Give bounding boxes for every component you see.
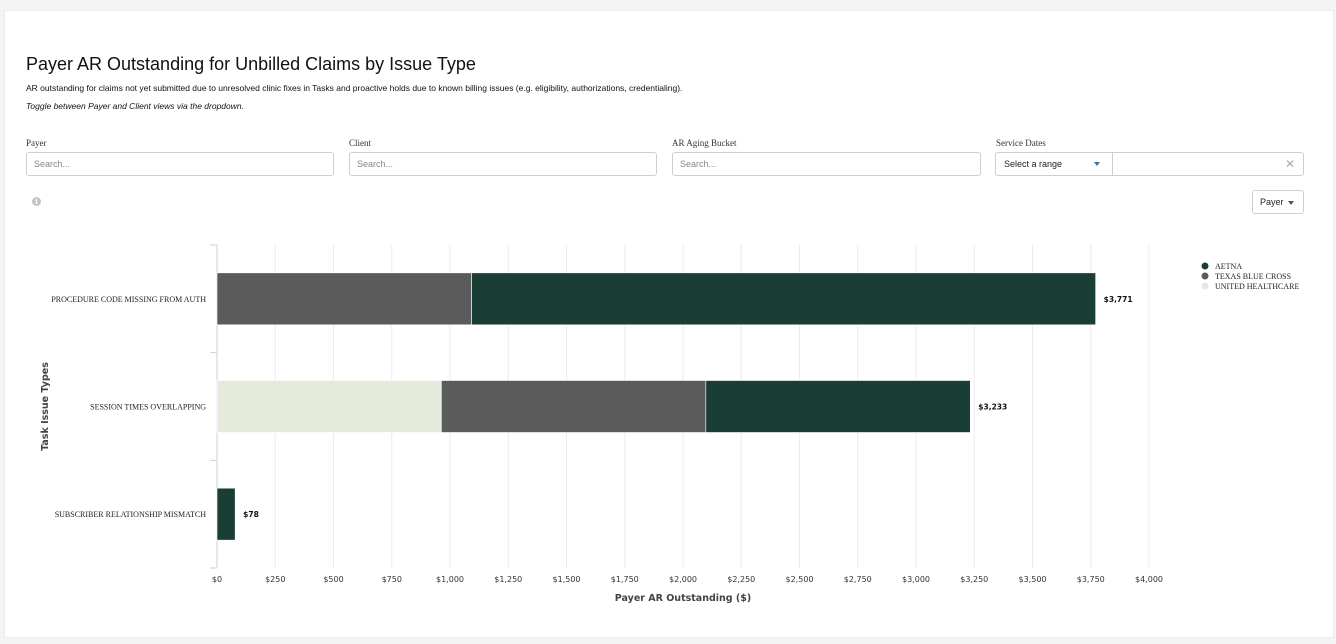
info-icon[interactable]: i	[32, 197, 41, 206]
service-dates-picker: Select a range ✕	[995, 152, 1304, 176]
x-tick-label: $3,750	[1077, 575, 1105, 584]
category-label: PROCEDURE CODE MISSING FROM AUTH	[51, 295, 206, 304]
x-tick-label: $1,500	[553, 575, 581, 584]
caret-down-icon	[1288, 201, 1294, 205]
page-hint: Toggle between Payer and Client views vi…	[26, 101, 244, 111]
x-tick-label: $1,000	[436, 575, 464, 584]
page-title: Payer AR Outstanding for Unbilled Claims…	[26, 54, 476, 74]
x-tick-label: $1,250	[494, 575, 522, 584]
aging-filter-label: AR Aging Bucket	[672, 138, 737, 148]
x-tick-label: $4,000	[1135, 575, 1163, 584]
x-axis-title: Payer AR Outstanding ($)	[615, 593, 751, 604]
legend-swatch	[1201, 272, 1209, 280]
x-tick-label: $2,000	[669, 575, 697, 584]
x-tick-label: $500	[323, 575, 343, 584]
view-toggle-label: Payer	[1260, 197, 1284, 207]
service-dates-label: Service Dates	[996, 138, 1046, 148]
bar-segment	[441, 380, 707, 433]
bar-segment	[471, 272, 1096, 326]
legend-label: TEXAS BLUE CROSS	[1215, 272, 1291, 281]
client-search-input[interactable]	[349, 152, 657, 176]
chevron-down-icon	[1094, 162, 1100, 166]
date-range-select-label: Select a range	[1004, 159, 1063, 169]
date-range-select[interactable]: Select a range	[996, 153, 1113, 175]
legend-label: AETNA	[1215, 262, 1242, 271]
payer-filter-label: Payer	[26, 138, 47, 148]
legend-swatch	[1201, 262, 1209, 270]
payer-search-input[interactable]	[26, 152, 334, 176]
x-tick-label: $0	[212, 575, 222, 584]
x-tick-label: $1,750	[611, 575, 639, 584]
bar-segment	[216, 380, 442, 433]
x-tick-label: $3,000	[902, 575, 930, 584]
x-tick-label: $2,750	[844, 575, 872, 584]
category-label: SESSION TIMES OVERLAPPING	[90, 403, 206, 412]
bar-segment	[705, 380, 971, 433]
bar-total-label: $78	[243, 510, 259, 519]
aging-search-input[interactable]	[672, 152, 981, 176]
x-tick-label: $3,500	[1019, 575, 1047, 584]
client-filter-label: Client	[349, 138, 371, 148]
bar-segment	[216, 272, 472, 326]
view-toggle-dropdown[interactable]: Payer	[1252, 190, 1304, 214]
x-tick-label: $750	[382, 575, 402, 584]
legend-label: UNITED HEALTHCARE	[1215, 282, 1299, 291]
category-label: SUBSCRIBER RELATIONSHIP MISMATCH	[55, 510, 207, 519]
x-tick-label: $3,250	[960, 575, 988, 584]
bar-total-label: $3,233	[978, 403, 1007, 412]
x-tick-label: $2,250	[727, 575, 755, 584]
page-subtitle: AR outstanding for claims not yet submit…	[26, 83, 683, 93]
y-axis-title: Task Issue Types	[40, 362, 51, 451]
bar-segment	[216, 487, 236, 541]
x-tick-label: $250	[265, 575, 285, 584]
bar-total-label: $3,771	[1104, 295, 1133, 304]
clear-icon[interactable]: ✕	[1284, 157, 1295, 171]
x-tick-label: $2,500	[786, 575, 814, 584]
legend-swatch	[1201, 282, 1209, 290]
